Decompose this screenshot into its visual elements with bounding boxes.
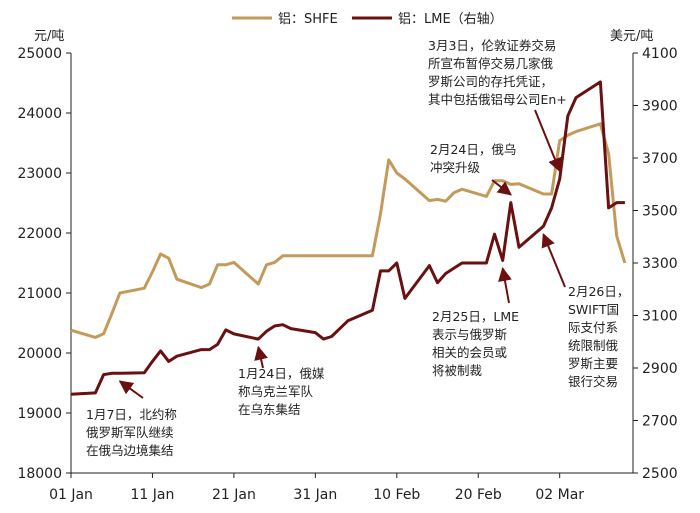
x-tick-label: 20 Feb <box>455 487 502 503</box>
annotation-text: 统限制俄 <box>568 338 619 353</box>
left-tick-label: 22000 <box>17 226 62 242</box>
left-tick-label: 23000 <box>17 166 62 182</box>
annotation-text: 相关的会员或 <box>432 345 508 360</box>
annotation-text: 所宣布暂停交易几家俄 <box>428 56 554 71</box>
right-tick-label: 3500 <box>642 204 678 220</box>
legend: 铝：SHFE 铝：LME（右轴） <box>232 12 503 27</box>
left-tick-label: 24000 <box>17 106 62 122</box>
annotation-text: 冲突升级 <box>430 160 481 175</box>
annotation-text: 3月3日，伦敦证券交易 <box>428 38 556 53</box>
left-tick-label: 19000 <box>17 406 62 422</box>
annotation-text: 称乌克兰军队 <box>238 384 314 399</box>
x-tick-label: 21 Jan <box>212 487 256 503</box>
left-tick-label: 20000 <box>17 346 62 362</box>
annotation-text: 在乌东集结 <box>238 402 301 417</box>
annotation-text: 2月24日，俄乌 <box>430 142 516 157</box>
right-tick-label: 3300 <box>642 256 678 272</box>
right-tick-label: 2500 <box>642 466 678 482</box>
annotation-text: SWIFT国 <box>568 302 619 317</box>
annotation-arrow <box>498 266 512 304</box>
annotation-text: 1月7日，北约称 <box>86 407 177 422</box>
legend-label-lme: 铝：LME（右轴） <box>398 12 503 27</box>
right-axis-unit: 美元/吨 <box>610 29 653 44</box>
annotation-text: 2月25日，LME <box>432 309 519 324</box>
legend-label-shfe: 铝：SHFE <box>278 12 338 27</box>
series-line-lme <box>70 80 625 396</box>
x-tick-label: 02 Mar <box>535 487 584 503</box>
annotation-arrow <box>118 380 144 399</box>
right-tick-label: 2700 <box>642 414 678 430</box>
annotation-text: 俄罗斯军队继续 <box>86 425 174 440</box>
left-axis-unit: 元/吨 <box>34 29 64 44</box>
left-tick-label: 25000 <box>17 46 62 62</box>
right-tick-label: 3100 <box>642 309 678 325</box>
x-tick-label: 10 Feb <box>373 487 420 503</box>
annotation-arrow <box>254 345 268 369</box>
annotation-arrow <box>541 232 566 288</box>
annotation-text: 罗斯公司的存托凭证， <box>428 74 553 89</box>
x-axis-ticks: 01 Jan 11 Jan 21 Jan 31 Jan 10 Feb 20 Feb 02 M… <box>49 473 584 503</box>
annotation-text: 其中包括俄铝母公司En+ <box>428 92 567 107</box>
x-tick-label: 31 Jan <box>293 487 337 503</box>
x-tick-label: 11 Jan <box>131 487 175 503</box>
right-tick-label: 4100 <box>642 46 678 62</box>
annotation-text: 将被制裁 <box>432 363 482 378</box>
right-tick-label: 3700 <box>642 151 678 167</box>
right-axis-ticks: 2500 2700 2900 3100 3300 3500 3700 3900 4100 <box>633 46 678 482</box>
annotation-text: 银行交易 <box>568 374 618 389</box>
annotation-text: 1月24日，俄媒 <box>238 366 325 381</box>
right-tick-label: 3900 <box>642 99 678 115</box>
annotation-text: 罗斯主要 <box>568 356 618 371</box>
annotation-text: 际支付系 <box>568 320 618 335</box>
right-tick-label: 2900 <box>642 361 678 377</box>
left-tick-label: 18000 <box>17 466 62 482</box>
left-tick-label: 21000 <box>17 286 62 302</box>
x-tick-label: 01 Jan <box>49 487 93 503</box>
annotation-arrow <box>534 109 562 173</box>
annotation-text: 表示与俄罗斯 <box>432 327 507 342</box>
annotation-text: 在俄乌边境集结 <box>86 443 174 458</box>
series-lines <box>70 80 627 396</box>
annotation-text: 2月26日， <box>568 284 629 299</box>
annotation-arrow <box>491 179 512 196</box>
series-line-shfe <box>70 122 627 339</box>
left-axis-ticks: 18000 19000 20000 21000 22000 23000 24000 25000 <box>17 46 71 482</box>
